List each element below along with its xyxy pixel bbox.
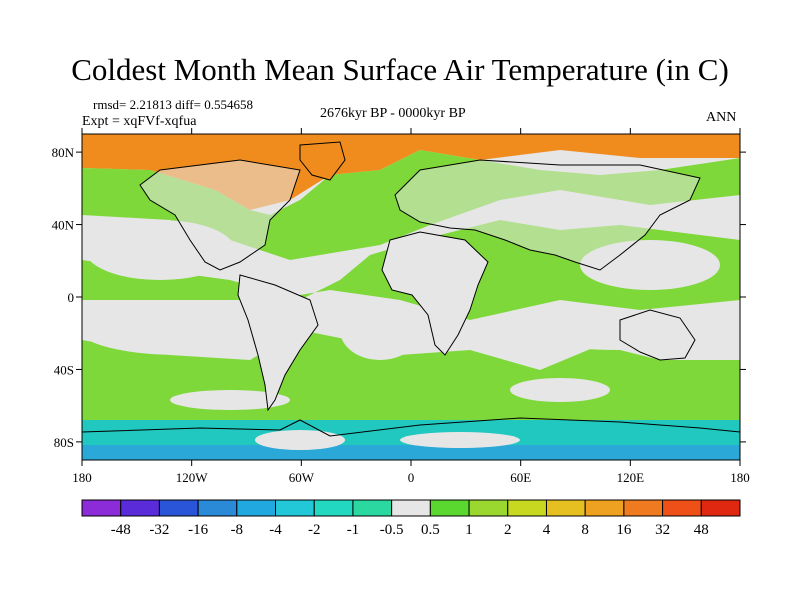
africa xyxy=(381,231,489,356)
colorbar-label: 4 xyxy=(543,522,551,538)
lon-tick-label: 60W xyxy=(289,470,315,485)
neutral-region xyxy=(170,390,290,410)
colorbar-swatch xyxy=(545,499,586,517)
colorbar-swatch xyxy=(662,499,702,517)
greenland xyxy=(299,141,346,181)
colorbar-swatch xyxy=(700,499,741,517)
colorbar-label: -0.5 xyxy=(380,522,404,538)
colorbar-swatch xyxy=(623,499,664,517)
colorbar-swatch xyxy=(352,499,393,517)
colorbar-swatch xyxy=(236,499,277,517)
colorbar-label: 32 xyxy=(655,522,670,538)
colorbar-swatch xyxy=(391,499,431,517)
lat-tick-label: 40N xyxy=(52,218,75,233)
plot-title: Coldest Month Mean Surface Air Temperatu… xyxy=(71,52,729,87)
australia xyxy=(619,309,696,361)
antarctic-blue xyxy=(82,445,740,460)
colorbar: -48 -32 -16 -8 -4 -2 -1 -0.5 0.5 1 2 4 8 16 32 48 xyxy=(81,499,741,538)
colorbar-swatch xyxy=(507,499,547,517)
neutral-region xyxy=(340,300,420,360)
colorbar-label: -16 xyxy=(188,522,208,538)
colorbar-label: -8 xyxy=(231,522,244,538)
latitude-axis: 80N 40N 0 40S 80S xyxy=(52,145,746,450)
period-label: 2676kyr BP - 0000kyr BP xyxy=(320,106,466,121)
colorbar-label: -1 xyxy=(347,522,360,538)
lon-tick-label: 60E xyxy=(510,470,531,485)
colorbar-label: 16 xyxy=(616,522,632,538)
colorbar-label: 8 xyxy=(581,522,589,538)
colorbar-label: -48 xyxy=(111,522,131,538)
colorbar-swatch xyxy=(584,499,625,517)
colorbar-label: 48 xyxy=(694,522,709,538)
neutral-region xyxy=(255,430,345,450)
colorbar-swatch xyxy=(81,499,122,517)
lon-tick-label: 180 xyxy=(72,470,92,485)
lon-tick-label: 0 xyxy=(408,470,415,485)
colorbar-label: -2 xyxy=(308,522,321,538)
experiment-label: Expt = xqFVf-xqfua xyxy=(82,114,197,129)
south-america xyxy=(237,274,319,412)
lon-tick-label: 180 xyxy=(730,470,750,485)
lat-tick-label: 40S xyxy=(54,362,74,377)
colorbar-label: -4 xyxy=(269,522,282,538)
north-america xyxy=(139,159,301,271)
lat-tick-label: 80S xyxy=(54,435,74,450)
lat-tick-label: 80N xyxy=(52,145,75,160)
map-field xyxy=(82,134,740,460)
colorbar-label: -32 xyxy=(149,522,169,538)
colorbar-swatch xyxy=(429,499,470,517)
colorbar-swatch xyxy=(197,499,238,517)
neutral-region xyxy=(400,432,520,448)
colorbar-swatch xyxy=(313,499,354,517)
lon-tick-label: 120E xyxy=(617,470,645,485)
neutral-region xyxy=(82,305,280,355)
neutral-region xyxy=(510,378,610,402)
lat-tick-label: 0 xyxy=(68,290,75,305)
colorbar-swatch xyxy=(158,499,199,517)
lon-tick-label: 120W xyxy=(176,470,209,485)
eurasia xyxy=(394,159,701,271)
colorbar-swatch xyxy=(120,499,160,517)
longitude-axis: 180 120W 60W 0 60E 120E 180 xyxy=(72,128,750,485)
colorbar-label: 0.5 xyxy=(421,522,440,538)
colorbar-swatch xyxy=(275,499,315,517)
colorbar-swatch xyxy=(468,499,509,517)
colorbar-label: 2 xyxy=(504,522,512,538)
antarctica-coast xyxy=(82,417,740,437)
stats-label: rmsd= 2.21813 diff= 0.554658 xyxy=(93,97,253,112)
southern-ocean-teal xyxy=(82,420,740,445)
colorbar-label: 1 xyxy=(465,522,473,538)
season-label: ANN xyxy=(706,110,737,125)
